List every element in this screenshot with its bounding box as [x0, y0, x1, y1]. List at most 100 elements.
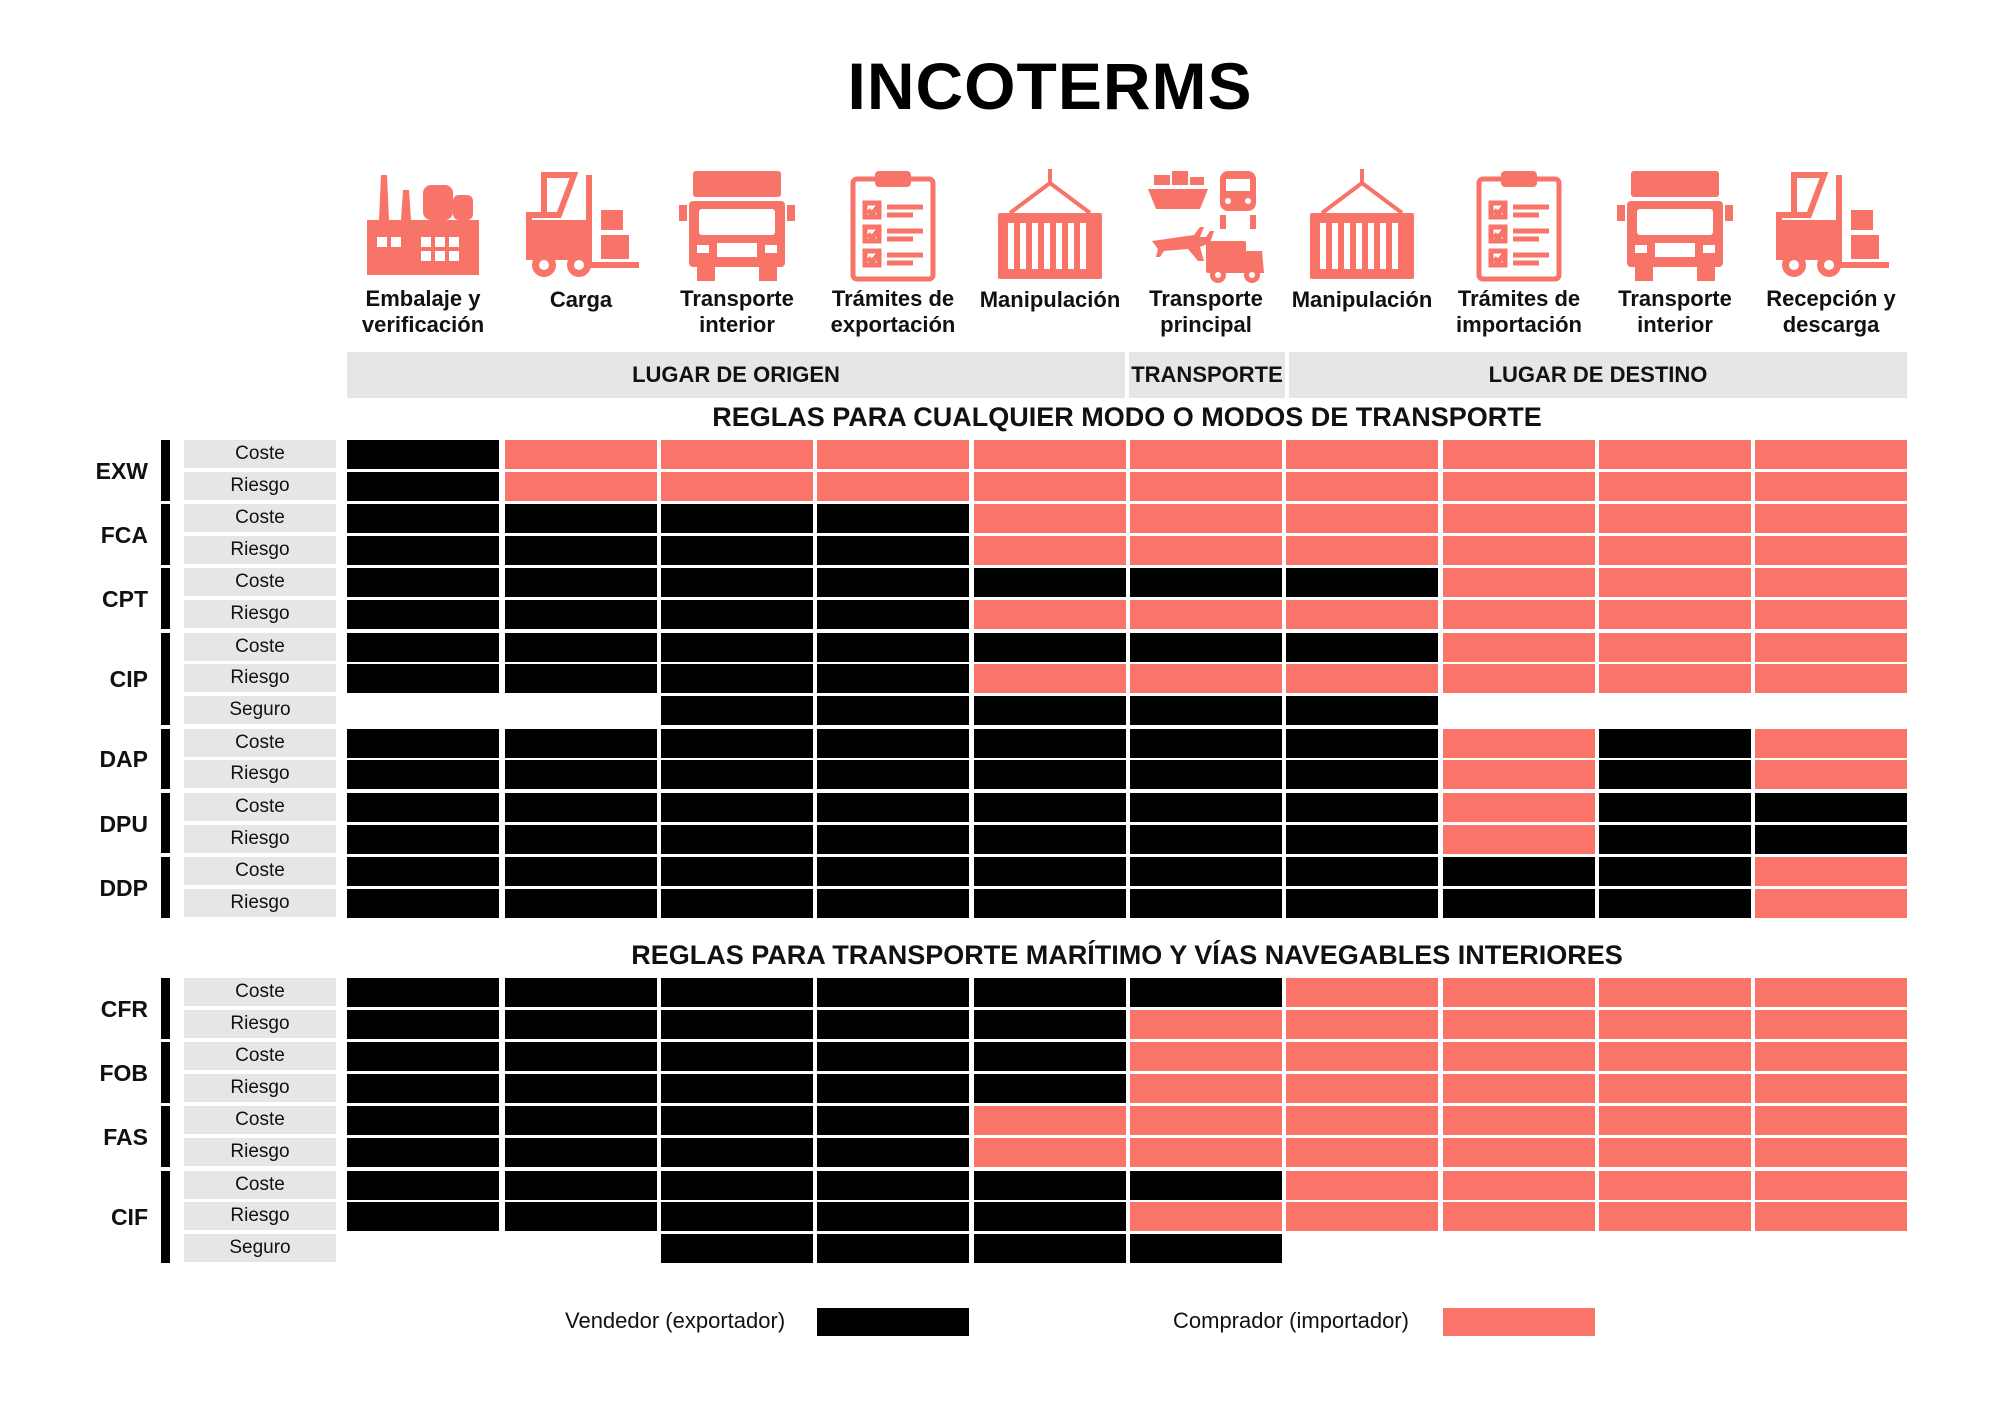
incoterm-code: FAS [103, 1124, 148, 1151]
incoterm-bracket [161, 568, 170, 629]
seller-cell [1599, 760, 1751, 790]
buyer-cell [1755, 568, 1907, 598]
stage-label-line: Manipulación [979, 287, 1121, 312]
seller-cell [817, 1074, 969, 1103]
buyer-cell [661, 471, 813, 501]
seller-cell [974, 696, 1126, 726]
seller-cell [817, 600, 969, 630]
seller-cell [974, 978, 1126, 1007]
seller-cell [347, 978, 499, 1007]
buyer-cell [1130, 664, 1282, 694]
seller-cell [661, 696, 813, 726]
buyer-cell [1443, 1138, 1595, 1168]
buyer-cell [1443, 632, 1595, 662]
buyer-cell [1130, 1106, 1282, 1136]
row-label-riesgo: Riesgo [184, 888, 336, 917]
buyer-cell [1599, 600, 1751, 630]
buyer-cell [1755, 600, 1907, 630]
buyer-cell [974, 471, 1126, 501]
stage-label: Recepción y descarga [1753, 286, 1909, 338]
seller-cell [505, 1138, 657, 1168]
seller-cell [347, 792, 499, 822]
truck-icon [675, 165, 799, 285]
seller-cell [347, 1202, 499, 1232]
incoterm-bracket [161, 728, 170, 790]
incoterm-bracket [161, 857, 170, 918]
seller-cell [661, 824, 813, 854]
seller-cell [974, 1042, 1126, 1072]
buyer-cell [1443, 568, 1595, 598]
seller-cell [817, 728, 969, 758]
buyer-cell [1755, 1170, 1907, 1200]
seller-cell [817, 824, 969, 854]
buyer-cell [1755, 857, 1907, 886]
seller-cell [817, 536, 969, 565]
seller-cell [347, 504, 499, 534]
seller-cell [1443, 888, 1595, 918]
seller-cell [347, 824, 499, 854]
seller-cell [1286, 568, 1438, 598]
buyer-cell [974, 504, 1126, 534]
seller-cell [505, 728, 657, 758]
buyer-cell [1599, 471, 1751, 501]
buyer-cell [1443, 440, 1595, 469]
seller-cell [1130, 568, 1282, 598]
seller-cell [661, 1234, 813, 1264]
seller-cell [974, 1074, 1126, 1103]
seller-cell [1286, 857, 1438, 886]
seller-cell [505, 792, 657, 822]
seller-cell [817, 504, 969, 534]
buyer-cell [1443, 1170, 1595, 1200]
seller-cell [505, 1009, 657, 1039]
truck-icon [1613, 165, 1737, 285]
buyer-cell [1599, 536, 1751, 565]
section-destination: LUGAR DE DESTINO [1289, 352, 1907, 398]
incoterm-bracket [161, 1170, 170, 1263]
incoterm-code: DDP [99, 874, 148, 901]
buyer-cell [1130, 504, 1282, 534]
buyer-cell [1599, 1138, 1751, 1168]
seller-cell [505, 664, 657, 694]
seller-cell [817, 1202, 969, 1232]
seller-cell [347, 440, 499, 469]
seller-cell [1755, 824, 1907, 854]
row-label-riesgo: Riesgo [184, 536, 336, 564]
stage-label-line: exportación [830, 312, 956, 337]
seller-cell [661, 632, 813, 662]
buyer-cell [1130, 536, 1282, 565]
buyer-cell [1755, 1042, 1907, 1072]
stage-label-line: principal [1160, 312, 1252, 337]
row-label-coste: Coste [184, 1106, 336, 1135]
seller-cell [505, 888, 657, 918]
buyer-cell [974, 1106, 1126, 1136]
seller-cell [974, 857, 1126, 886]
seller-cell [505, 1106, 657, 1136]
seller-cell [661, 504, 813, 534]
buyer-cell [1755, 1074, 1907, 1103]
buyer-cell [661, 440, 813, 469]
forklift-icon [519, 165, 643, 285]
seller-cell [505, 568, 657, 598]
buyer-cell [1755, 1009, 1907, 1039]
stage-label-line: verificación [361, 312, 485, 337]
row-label-coste: Coste [184, 1170, 336, 1199]
seller-cell [661, 1138, 813, 1168]
clipboard-icon [831, 165, 955, 285]
buyer-cell [1286, 664, 1438, 694]
legend-buyer-swatch [1443, 1308, 1595, 1336]
seller-cell [974, 1234, 1126, 1264]
buyer-cell [1443, 760, 1595, 790]
incoterm-bracket [161, 1042, 170, 1103]
buyer-cell [1443, 471, 1595, 501]
buyer-cell [1286, 1009, 1438, 1039]
buyer-cell [1286, 536, 1438, 565]
seller-cell [347, 632, 499, 662]
legend-buyer-label: Comprador (importador) [1173, 1308, 1409, 1333]
stage-label: Transporte principal [1128, 286, 1284, 338]
seller-cell [347, 1009, 499, 1039]
incoterm-code: CIF [110, 1204, 148, 1231]
stage-label-line: Trámites de [831, 286, 955, 311]
buyer-cell [974, 440, 1126, 469]
seller-cell [347, 857, 499, 886]
seller-cell [817, 857, 969, 886]
